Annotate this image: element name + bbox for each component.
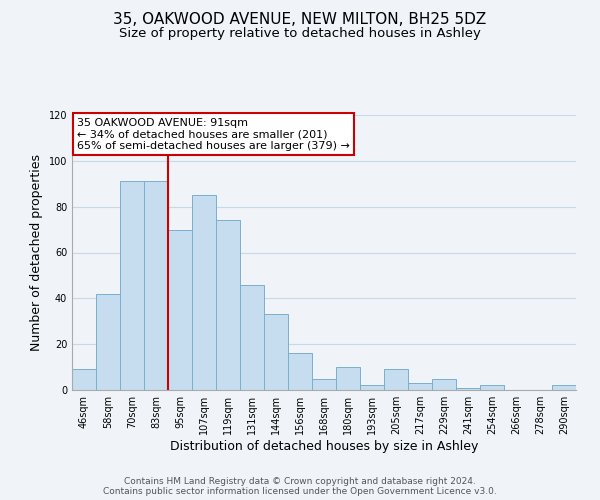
Bar — [312, 378, 336, 390]
Text: 35 OAKWOOD AVENUE: 91sqm
← 34% of detached houses are smaller (201)
65% of semi-: 35 OAKWOOD AVENUE: 91sqm ← 34% of detach… — [77, 118, 350, 151]
Text: 35, OAKWOOD AVENUE, NEW MILTON, BH25 5DZ: 35, OAKWOOD AVENUE, NEW MILTON, BH25 5DZ — [113, 12, 487, 28]
Text: Size of property relative to detached houses in Ashley: Size of property relative to detached ho… — [119, 28, 481, 40]
Bar — [144, 182, 168, 390]
Bar — [336, 367, 360, 390]
Bar — [408, 383, 432, 390]
Bar — [168, 230, 192, 390]
Bar — [192, 195, 216, 390]
Bar — [216, 220, 240, 390]
Bar — [264, 314, 288, 390]
Bar — [120, 182, 144, 390]
Bar — [552, 386, 576, 390]
Bar — [288, 354, 312, 390]
Bar — [72, 370, 96, 390]
X-axis label: Distribution of detached houses by size in Ashley: Distribution of detached houses by size … — [170, 440, 478, 453]
Text: Contains HM Land Registry data © Crown copyright and database right 2024.
Contai: Contains HM Land Registry data © Crown c… — [103, 476, 497, 496]
Bar — [96, 294, 120, 390]
Y-axis label: Number of detached properties: Number of detached properties — [30, 154, 43, 351]
Bar — [432, 378, 456, 390]
Bar — [480, 386, 504, 390]
Bar — [240, 284, 264, 390]
Bar — [360, 386, 384, 390]
Bar — [384, 370, 408, 390]
Bar — [456, 388, 480, 390]
